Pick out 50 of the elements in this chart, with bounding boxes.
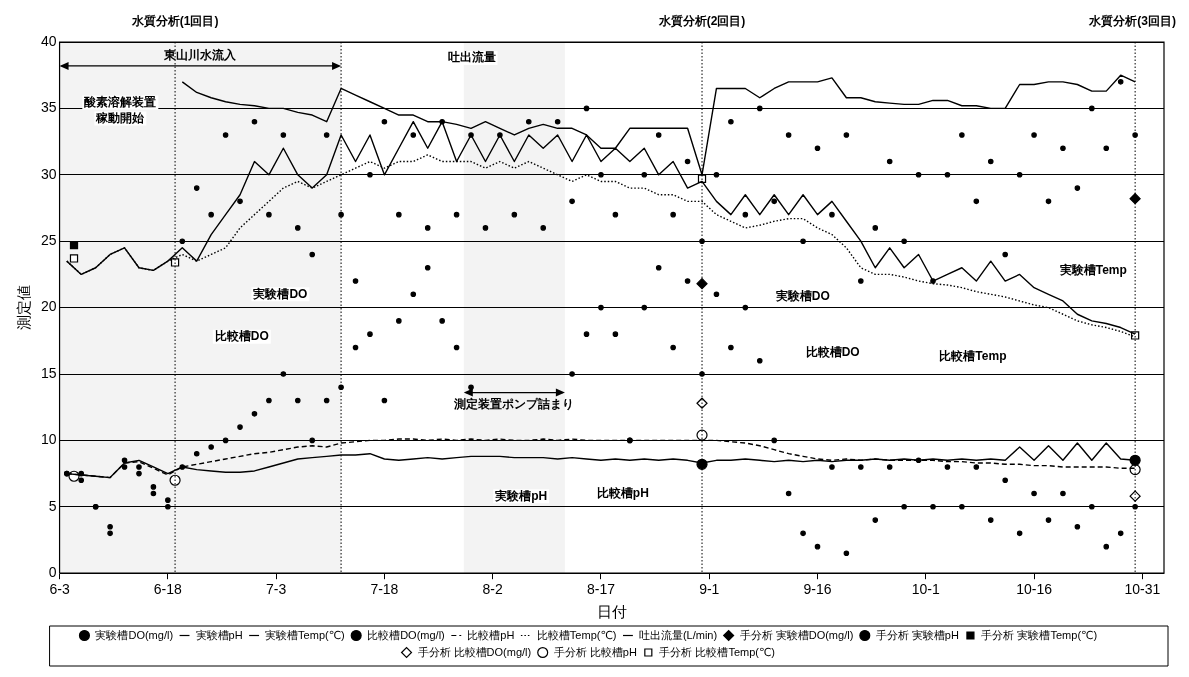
y-tick-label: 15 <box>40 364 57 381</box>
ref-line-label: 水質分析(3回目) <box>1088 14 1176 29</box>
x-tick-label: 10-16 <box>1016 581 1053 598</box>
x-tick-label: 7-3 <box>266 581 287 598</box>
annotation: 比較槽DO <box>805 345 860 360</box>
legend-label: 実験槽Temp(℃) <box>265 628 345 641</box>
x-tick-label: 10-31 <box>1124 581 1161 598</box>
legend-label: 手分析 比較槽pH <box>553 645 637 658</box>
y-tick-label: 10 <box>40 431 57 448</box>
ref-line-label: 水質分析(2回目) <box>657 14 746 29</box>
y-tick-label: 20 <box>40 298 57 315</box>
y-tick-label: 40 <box>40 32 57 49</box>
x-tick-label: 6-3 <box>49 581 70 598</box>
x-tick-label: 9-1 <box>699 581 720 598</box>
legend-label: 手分析 実験槽DO(mg/l) <box>739 628 854 641</box>
annotation: 比較槽Temp <box>939 349 1007 364</box>
ref-line-label: 水質分析(1回目) <box>130 14 219 29</box>
x-tick-label: 9-16 <box>803 581 832 598</box>
legend-label: 比較槽pH <box>467 628 515 641</box>
legend-label: 手分析 比較槽DO(mg/l) <box>417 645 532 658</box>
legend-label: 実験槽pH <box>195 628 243 641</box>
legend-label: 実験槽DO(mg/l) <box>95 628 174 641</box>
y-axis-title: 測定値 <box>15 285 33 331</box>
annotation: 実験槽DO <box>252 286 308 301</box>
legend-label: 手分析 実験槽Temp(℃) <box>981 628 1098 641</box>
band-label: 測定装置ポンプ詰まり <box>453 396 575 411</box>
legend-label: 吐出流量(L/min) <box>638 628 718 641</box>
y-tick-label: 0 <box>48 564 57 581</box>
legend-label: 手分析 比較槽Temp(℃) <box>659 645 775 658</box>
legend-label: 比較槽Temp(℃) <box>536 628 617 641</box>
y-tick-label: 5 <box>48 497 57 514</box>
annotation: 実験槽Temp <box>1058 263 1127 278</box>
legend-label: 比較槽DO(mg/l) <box>367 628 445 641</box>
x-tick-label: 8-17 <box>586 581 616 598</box>
annotation: 吐出流量 <box>447 50 496 65</box>
x-tick-label: 7-18 <box>370 581 399 598</box>
x-tick-label: 8-2 <box>482 581 504 598</box>
annotation: 比較槽pH <box>596 485 649 500</box>
band-label: 東山川水流入 <box>163 48 238 63</box>
y-tick-label: 25 <box>40 232 57 249</box>
annotation: 比較槽DO <box>214 329 269 344</box>
x-tick-label: 10-1 <box>911 581 941 598</box>
y-tick-label: 30 <box>40 165 57 182</box>
x-axis-title: 日付 <box>596 603 627 621</box>
x-tick-label: 6-18 <box>153 581 183 598</box>
annotation: 酸素溶解装置稼動開始 <box>84 94 157 125</box>
legend-label: 手分析 実験槽pH <box>875 628 959 641</box>
annotation: 実験槽DO <box>774 288 830 303</box>
y-tick-label: 35 <box>40 99 57 116</box>
annotation: 実験槽pH <box>494 488 548 503</box>
